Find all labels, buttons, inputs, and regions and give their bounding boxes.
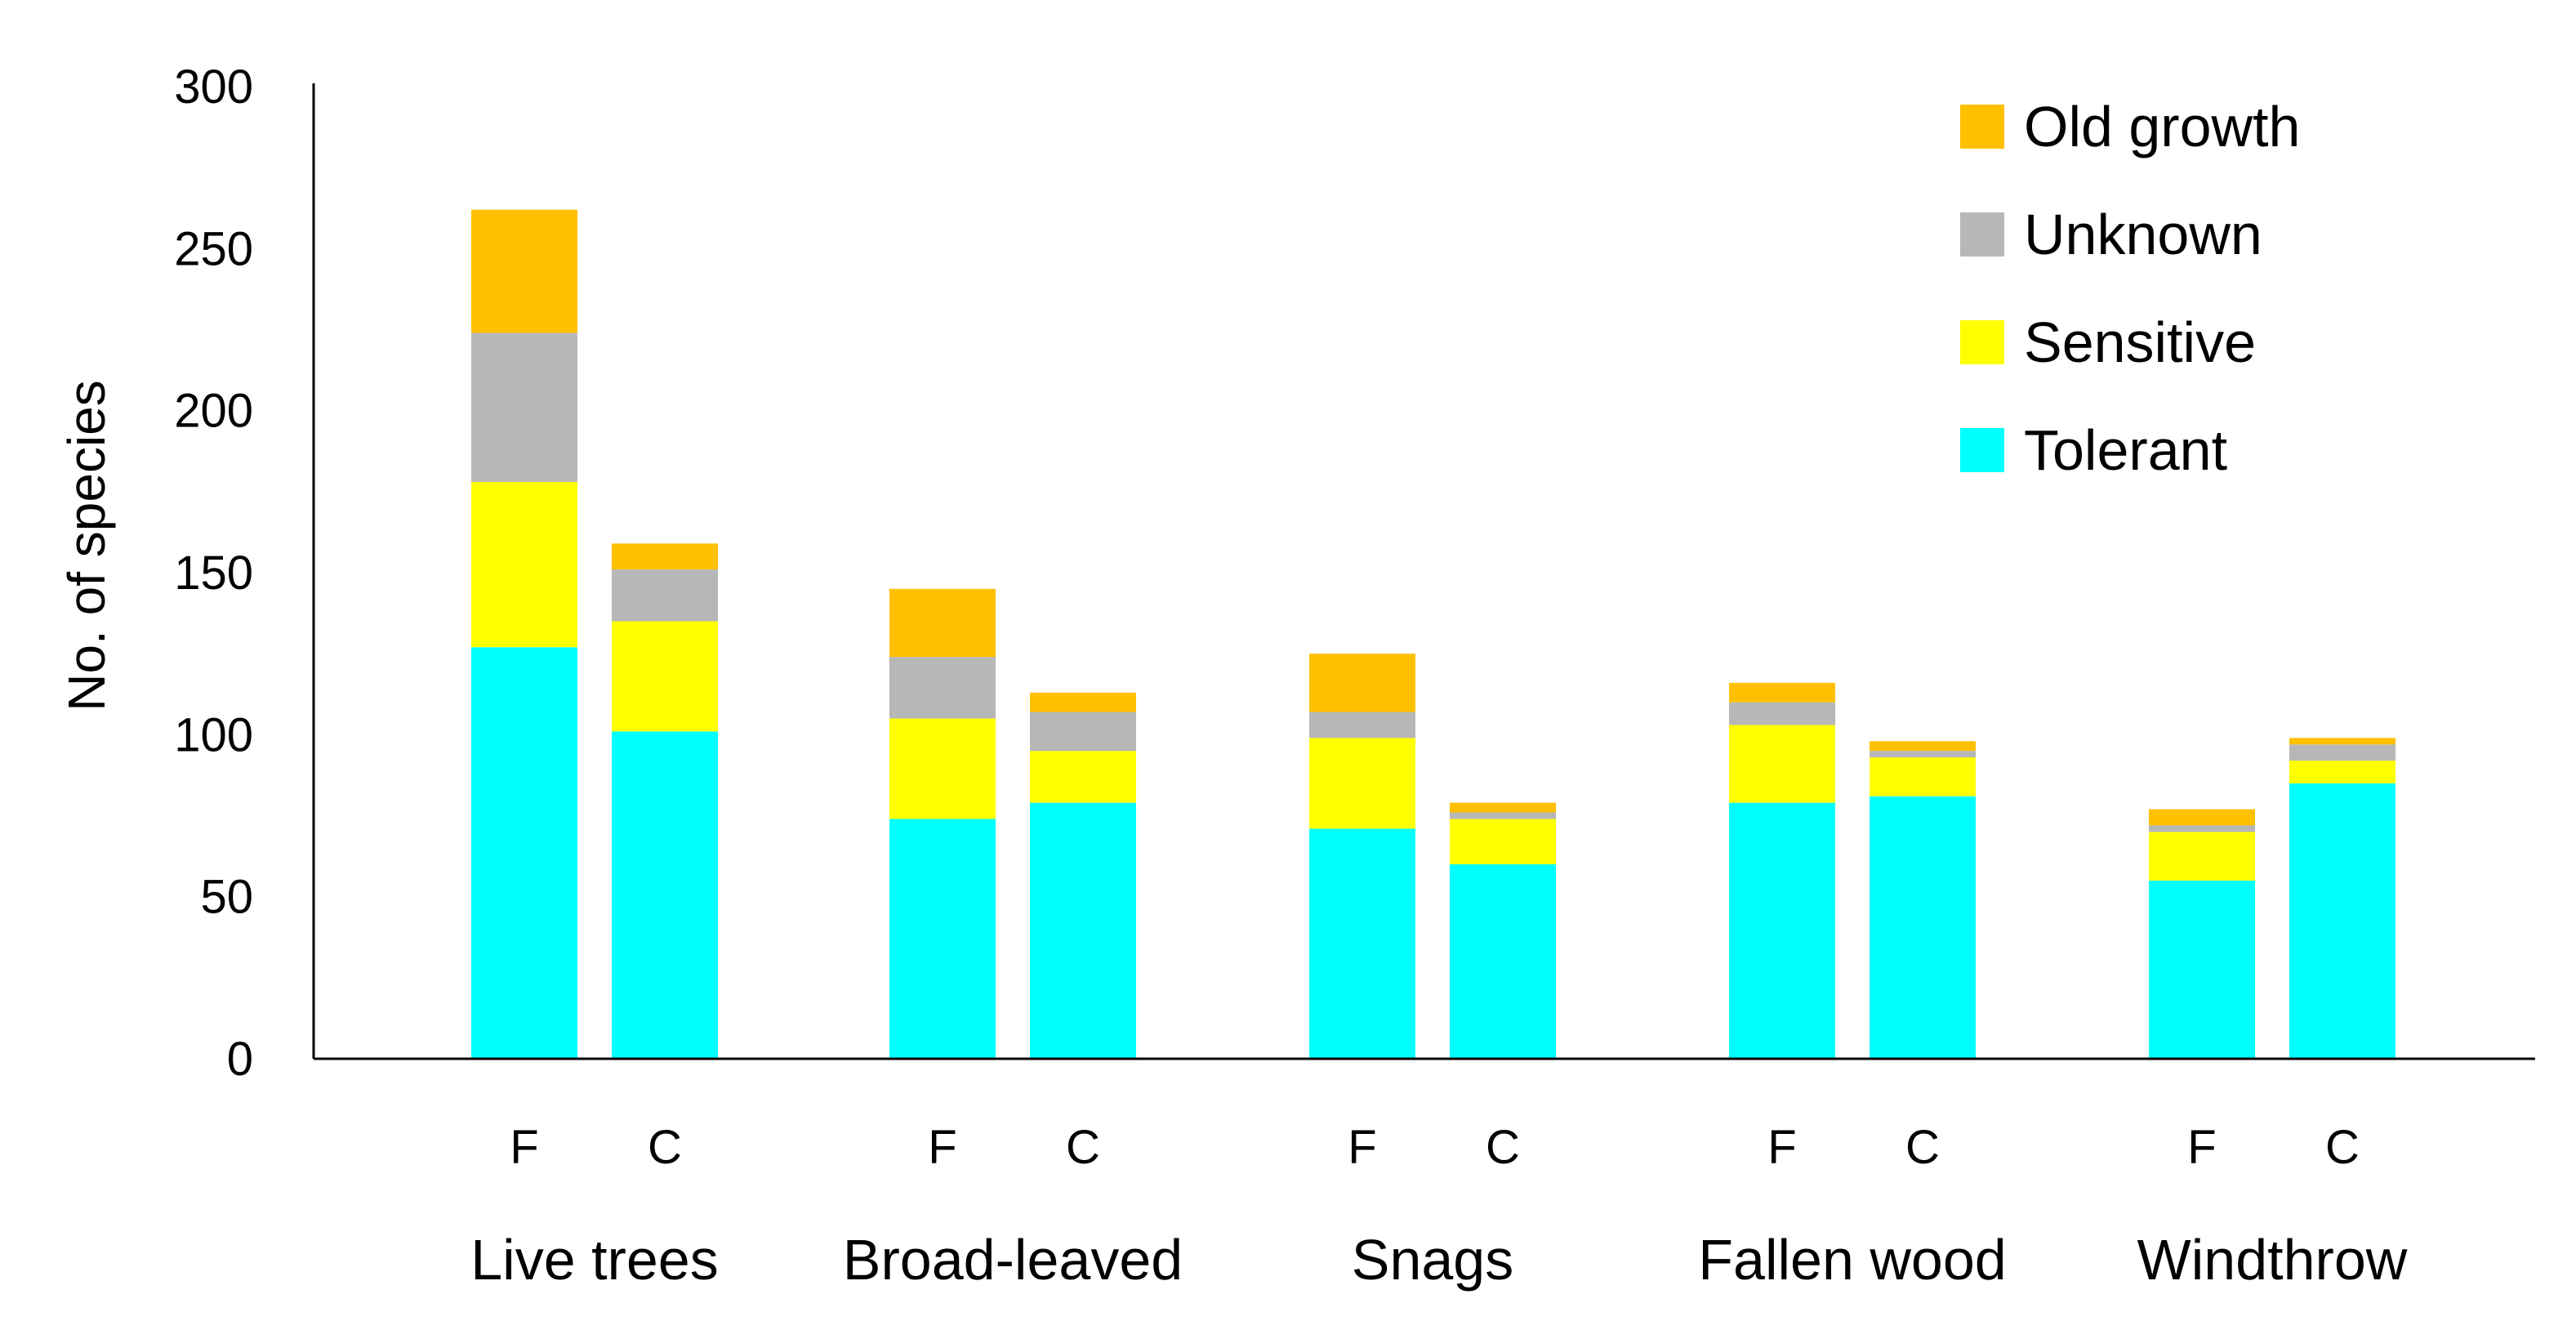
axes-layer — [312, 83, 2535, 1060]
bar-sensitive-fallen-wood-c — [1870, 757, 1976, 797]
bar-tolerant-fallen-wood-c — [1870, 796, 1976, 1059]
bar-sensitive-fallen-wood-f — [1729, 725, 1835, 803]
group-label: Fallen wood — [1698, 1228, 2006, 1292]
bar-tolerant-snags-c — [1450, 864, 1556, 1059]
legend-swatch-old-growth — [1960, 105, 2004, 149]
legend-swatch-tolerant — [1960, 428, 2004, 472]
bar-tolerant-live-trees-f — [471, 647, 577, 1059]
y-tick-label: 300 — [174, 60, 253, 114]
legend-label-tolerant: Tolerant — [2024, 418, 2227, 482]
bar-tolerant-windthrow-c — [2289, 783, 2396, 1059]
bar-old-growth-broad-leaved-f — [889, 588, 996, 658]
subcategory-label: C — [1905, 1121, 1940, 1174]
bar-unknown-broad-leaved-f — [889, 657, 996, 719]
bar-unknown-windthrow-f — [2149, 825, 2255, 832]
subcategory-label: C — [648, 1121, 682, 1174]
bar-old-growth-live-trees-c — [612, 543, 718, 570]
legend-label-sensitive: Sensitive — [2024, 310, 2256, 374]
bar-tolerant-fallen-wood-f — [1729, 802, 1835, 1059]
group-label: Broad-leaved — [843, 1228, 1183, 1292]
y-tick-label: 250 — [174, 222, 253, 275]
legend: Old growth Unknown Sensitive Tolerant — [1960, 95, 2300, 482]
y-tick-label: 0 — [227, 1033, 253, 1086]
bar-sensitive-broad-leaved-f — [889, 718, 996, 819]
bar-sensitive-broad-leaved-c — [1030, 751, 1136, 803]
y-tick-label: 200 — [174, 385, 253, 438]
group-label: Windthrow — [2137, 1228, 2408, 1292]
legend-label-unknown: Unknown — [2024, 203, 2262, 266]
subcategory-label: C — [1486, 1121, 1520, 1174]
bar-tolerant-broad-leaved-f — [889, 819, 996, 1059]
bar-old-growth-live-trees-f — [471, 209, 577, 333]
y-tick-label: 150 — [174, 547, 253, 600]
bar-unknown-snags-f — [1309, 712, 1415, 739]
subcategory-label: F — [1767, 1121, 1796, 1174]
bar-tolerant-windthrow-f — [2149, 880, 2255, 1059]
subcategory-label: F — [1348, 1121, 1376, 1174]
bar-old-growth-fallen-wood-f — [1729, 682, 1835, 703]
legend-label-old-growth: Old growth — [2024, 95, 2300, 158]
bar-sensitive-snags-c — [1450, 819, 1556, 864]
y-tick-label: 50 — [200, 871, 253, 924]
bar-unknown-windthrow-c — [2289, 744, 2396, 761]
bar-old-growth-snags-f — [1309, 654, 1415, 712]
bar-old-growth-fallen-wood-c — [1870, 741, 1976, 752]
bar-old-growth-snags-c — [1450, 802, 1556, 813]
labels-layer: F C Live trees F C Broad-leaved F C Snags F C Falle… — [57, 60, 2408, 1292]
subcategory-label: F — [2187, 1121, 2216, 1174]
y-axis-label: No. of species — [57, 380, 116, 712]
legend-swatch-sensitive — [1960, 320, 2004, 364]
bar-tolerant-broad-leaved-c — [1030, 802, 1136, 1059]
subcategory-label: C — [1066, 1121, 1100, 1174]
bar-sensitive-windthrow-f — [2149, 832, 2255, 881]
subcategory-label: F — [928, 1121, 956, 1174]
group-label: Live trees — [470, 1228, 718, 1292]
bar-unknown-snags-c — [1450, 812, 1556, 819]
legend-swatch-unknown — [1960, 212, 2004, 257]
bar-sensitive-live-trees-f — [471, 481, 577, 648]
bar-old-growth-windthrow-f — [2149, 809, 2255, 826]
bar-unknown-broad-leaved-c — [1030, 712, 1136, 752]
subcategory-label: C — [2325, 1121, 2360, 1174]
bar-tolerant-snags-f — [1309, 828, 1415, 1059]
bar-unknown-fallen-wood-c — [1870, 751, 1976, 758]
bars-layer — [471, 209, 2396, 1059]
y-tick-label: 100 — [174, 708, 253, 761]
bar-sensitive-live-trees-c — [612, 621, 718, 732]
bar-old-growth-windthrow-c — [2289, 738, 2396, 745]
bar-sensitive-snags-f — [1309, 738, 1415, 829]
group-label: Snags — [1352, 1228, 1513, 1292]
bar-tolerant-live-trees-c — [612, 731, 718, 1059]
bar-unknown-live-trees-f — [471, 332, 577, 482]
bar-old-growth-broad-leaved-c — [1030, 692, 1136, 712]
bar-unknown-live-trees-c — [612, 569, 718, 622]
subcategory-label: F — [510, 1121, 538, 1174]
bar-unknown-fallen-wood-f — [1729, 702, 1835, 725]
bar-sensitive-windthrow-c — [2289, 761, 2396, 783]
